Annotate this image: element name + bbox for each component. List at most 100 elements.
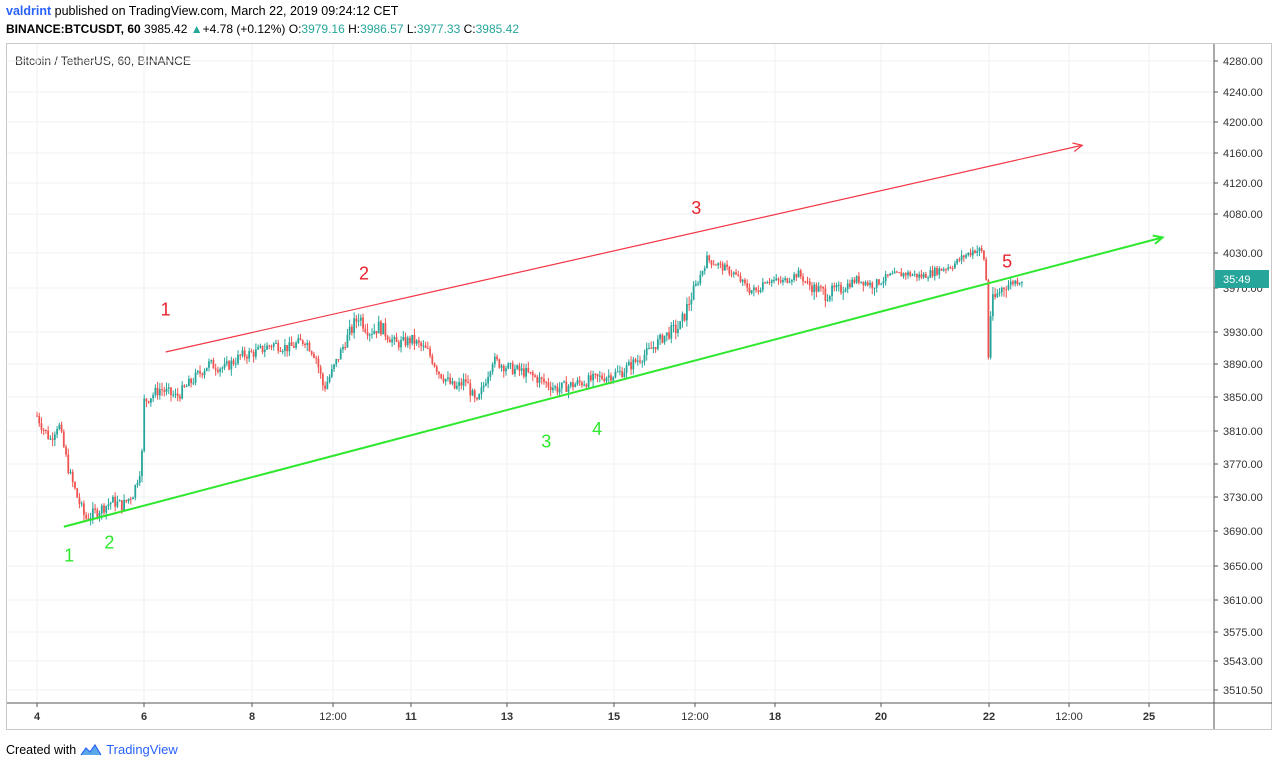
candle-body bbox=[464, 379, 467, 382]
candle-body bbox=[826, 299, 829, 301]
candle-body bbox=[491, 364, 494, 372]
price-tick-label: 3543.00 bbox=[1223, 656, 1263, 668]
candle-body bbox=[661, 334, 664, 343]
candle-body bbox=[393, 337, 396, 340]
candle-body bbox=[951, 268, 954, 270]
candle-body bbox=[351, 326, 353, 334]
last-price-tag bbox=[1215, 270, 1269, 289]
candle-body bbox=[375, 331, 378, 334]
candle-body bbox=[118, 500, 121, 502]
candle-body bbox=[366, 332, 369, 336]
resistance-arrow-head bbox=[1072, 142, 1084, 152]
candle-body bbox=[241, 350, 244, 356]
candle-body bbox=[141, 450, 143, 477]
candle-body bbox=[449, 377, 452, 384]
publisher-username[interactable]: valdrint bbox=[6, 4, 52, 18]
candle-body bbox=[420, 342, 423, 346]
candle-body bbox=[795, 274, 798, 278]
candle-body bbox=[348, 326, 351, 335]
candle-body bbox=[51, 438, 54, 440]
candle-body bbox=[869, 282, 871, 286]
candle-body bbox=[681, 313, 684, 322]
candle-body bbox=[728, 266, 731, 274]
candle-body bbox=[250, 351, 253, 353]
candle-body bbox=[426, 347, 429, 349]
candle-body bbox=[172, 394, 175, 396]
candle-body bbox=[103, 505, 105, 513]
candle-body bbox=[902, 273, 905, 277]
candle-body bbox=[476, 397, 478, 400]
candle-body bbox=[918, 274, 921, 278]
candle-body bbox=[87, 518, 90, 520]
candle-body bbox=[1012, 281, 1014, 284]
candle-body bbox=[775, 278, 778, 280]
trendlines bbox=[63, 142, 1165, 528]
candle-body bbox=[154, 387, 157, 395]
candle-body bbox=[56, 429, 58, 435]
ohlc-line: BINANCE:BTCUSDT, 60 3985.42 ▲+4.78 (+0.1… bbox=[6, 22, 519, 36]
candle-body bbox=[78, 497, 81, 504]
candle-body bbox=[161, 389, 163, 391]
chart-frame[interactable] bbox=[6, 43, 1272, 730]
candle-body bbox=[777, 278, 780, 281]
candle-body bbox=[717, 263, 720, 266]
candle-body bbox=[212, 360, 215, 369]
candle-body bbox=[630, 362, 632, 370]
published-text: published on TradingView.com, March 22, … bbox=[54, 4, 399, 18]
price-tick-label: 4080.00 bbox=[1223, 209, 1263, 221]
candle-body bbox=[786, 278, 789, 283]
candle-body bbox=[243, 350, 246, 357]
candle-body bbox=[120, 500, 123, 511]
candle-body bbox=[884, 274, 887, 282]
candle-body bbox=[956, 259, 959, 264]
price-tick-label: 4160.00 bbox=[1223, 148, 1263, 160]
candle-body bbox=[690, 299, 693, 305]
up-triangle-icon: ▲ bbox=[190, 22, 203, 36]
candle-body bbox=[719, 263, 722, 265]
candle-body bbox=[297, 338, 300, 343]
candle-body bbox=[447, 377, 449, 380]
candle-body bbox=[281, 351, 284, 353]
candle-body bbox=[85, 514, 88, 519]
candle-body bbox=[985, 259, 988, 281]
candle-body bbox=[1018, 283, 1021, 285]
candle-body bbox=[715, 264, 717, 266]
candle-body bbox=[942, 269, 945, 271]
candle-body bbox=[295, 342, 297, 348]
tradingview-brand[interactable]: TradingView bbox=[106, 742, 178, 757]
candle-body bbox=[871, 282, 874, 288]
candle-body bbox=[855, 276, 858, 283]
candle-body bbox=[746, 283, 749, 288]
candle-body bbox=[36, 415, 38, 417]
candle-body bbox=[129, 498, 132, 500]
candle-body bbox=[74, 482, 76, 489]
candle-body bbox=[873, 287, 876, 289]
candle-body bbox=[42, 429, 45, 431]
time-tick-label: 18 bbox=[769, 711, 781, 723]
candle-body bbox=[998, 292, 1001, 294]
created-with-text: Created with bbox=[6, 742, 77, 757]
candle-body bbox=[214, 368, 217, 371]
time-tick-label: 11 bbox=[405, 711, 417, 723]
candle-body bbox=[362, 317, 364, 329]
candle-body bbox=[994, 294, 996, 297]
price-tick-label: 3730.00 bbox=[1223, 492, 1263, 504]
candle-body bbox=[71, 471, 74, 483]
candle-body bbox=[594, 373, 597, 375]
candle-body bbox=[194, 372, 197, 383]
candle-body bbox=[699, 274, 702, 284]
candle-body bbox=[377, 321, 380, 334]
candle-body bbox=[301, 340, 304, 344]
candle-body bbox=[395, 337, 398, 343]
candle-body bbox=[741, 279, 744, 282]
candle-body bbox=[45, 429, 47, 431]
candle-body bbox=[138, 476, 141, 483]
candle-body bbox=[828, 296, 831, 300]
footer: Created with TradingView bbox=[6, 742, 178, 757]
candle-body bbox=[677, 329, 679, 333]
candle-body bbox=[299, 338, 302, 341]
candle-body bbox=[380, 321, 382, 335]
candle-body bbox=[757, 290, 760, 293]
candle-body bbox=[565, 381, 568, 392]
